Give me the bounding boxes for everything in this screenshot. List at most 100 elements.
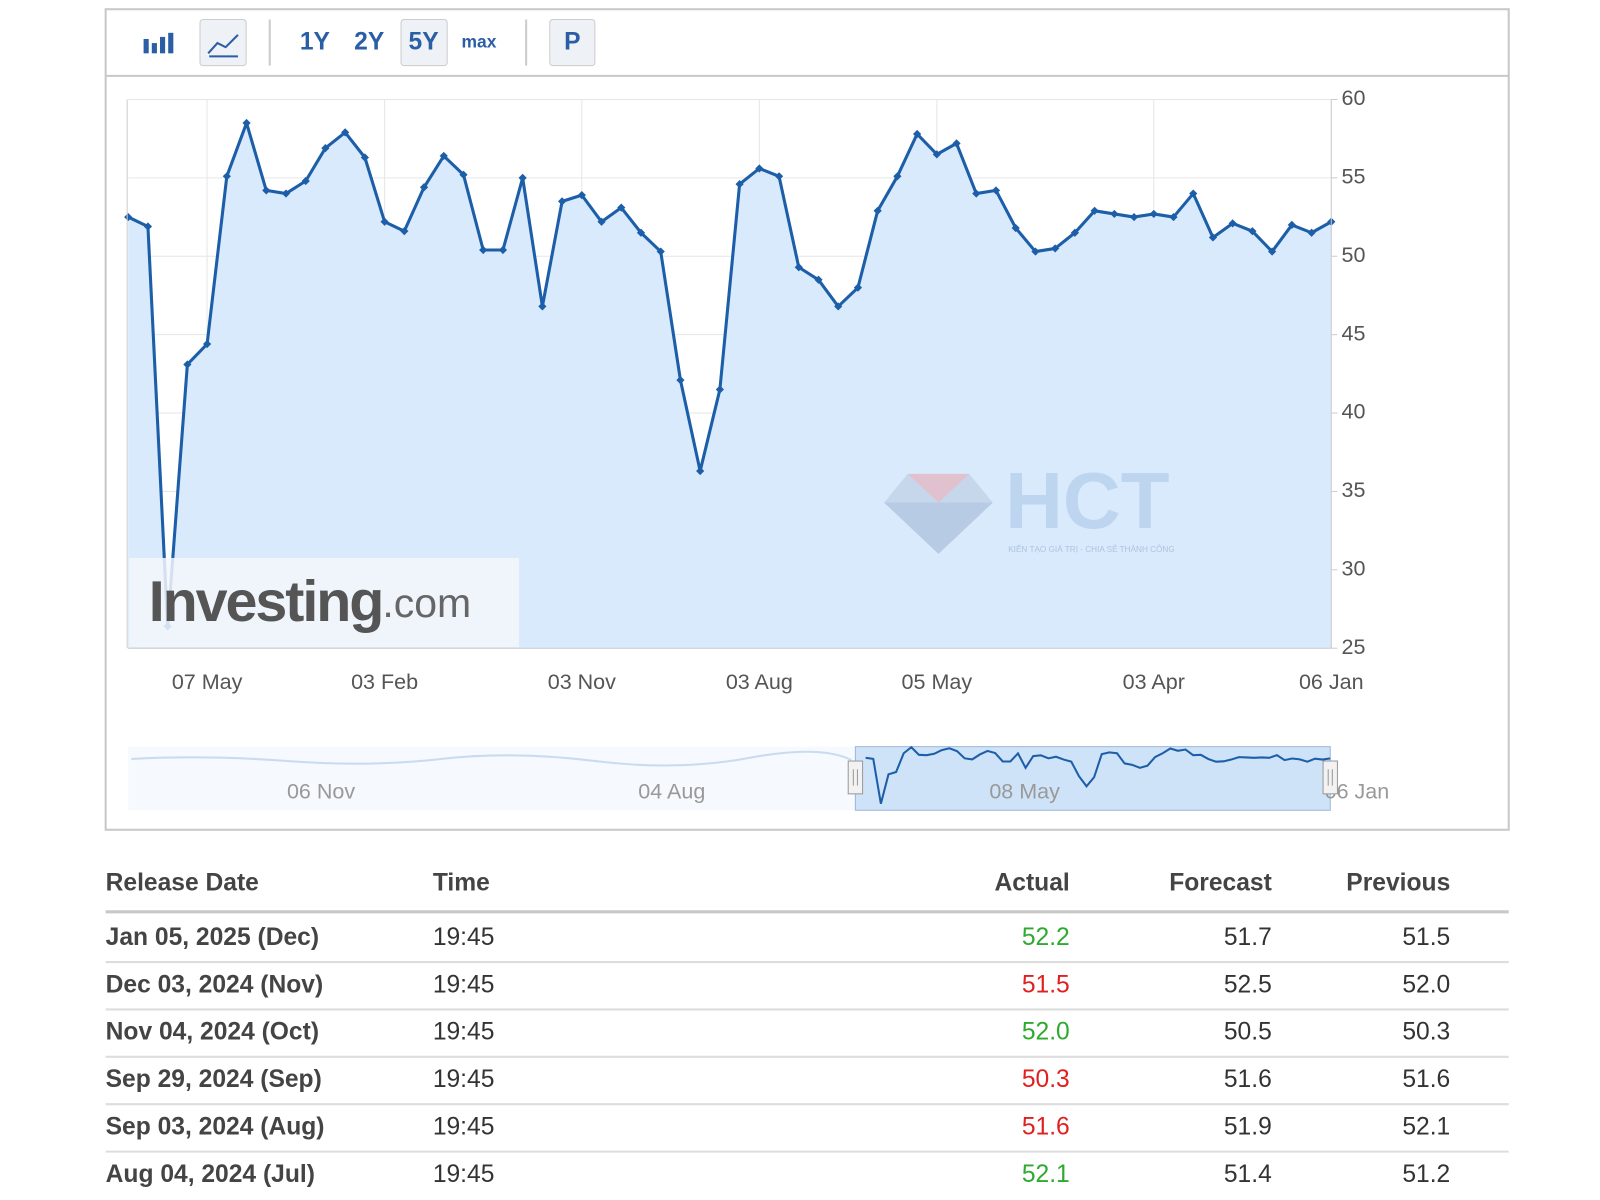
y-tick-label: 45 [1342,321,1366,345]
navigator-label: 06 Nov [287,780,355,804]
x-tick-label: 06 Jan [1299,670,1364,694]
actual: 51.6 [1022,1114,1070,1141]
release-date: Jan 05, 2025 (Dec) [106,924,319,951]
navigator-handle[interactable] [847,760,864,795]
actual: 52.2 [1022,924,1070,951]
point [262,186,271,195]
point [1287,220,1296,230]
time: 19:45 [433,1114,495,1141]
point [518,173,527,182]
y-tick-label: 55 [1342,165,1366,189]
point [1248,227,1257,236]
navigator-grip [1327,769,1333,786]
navigator: 06 Nov 04 Aug 08 May 06 Jan [128,745,1389,811]
y-tick-label: 30 [1342,557,1366,581]
time: 19:45 [433,1066,495,1093]
point [636,228,646,237]
investing-brand: Investing [149,570,383,634]
forecast: 51.6 [1224,1066,1272,1093]
y-tick-label: 25 [1342,635,1366,659]
release-date: Sep 29, 2024 (Sep) [106,1066,322,1093]
point [321,143,330,153]
navigator-line [865,745,1331,804]
point [853,283,863,292]
x-tick-label: 05 May [902,670,973,694]
navigator-handle[interactable] [1322,760,1338,795]
investing-logo: Investing.com [149,570,472,634]
point [1189,189,1198,198]
plot: 25 30 35 40 45 50 55 60 07 May 03 Feb 03 Nov 03 Aug… [124,86,1366,694]
data-table: Release Date Time Actual Forecast Previous Ja… [105,870,1509,1188]
time: 19:45 [433,1019,495,1046]
time: 19:45 [433,971,495,998]
forecast: 51.4 [1224,1161,1272,1188]
point [1208,233,1218,242]
release-date: Nov 04, 2024 (Oct) [106,1019,319,1046]
investing-suffix: .com [382,580,471,626]
point [873,206,882,215]
point [360,153,369,162]
actual: 52.1 [1022,1161,1070,1188]
point [913,129,922,139]
line-chart-button[interactable] [199,18,247,67]
point [991,186,1001,195]
x-tick-label: 07 May [172,670,243,694]
column-header: Previous [1346,870,1450,897]
point [419,183,429,192]
previous: 51.6 [1402,1066,1450,1093]
point [479,245,488,255]
range-button[interactable]: 1Y [300,29,331,56]
navigator-grip [852,769,858,786]
time: 19:45 [433,924,495,951]
point [814,275,823,284]
point [893,172,902,181]
investing-logo-bg [129,557,519,648]
column-header: Actual [995,870,1070,897]
point [1031,247,1040,256]
navigator-label: 04 Aug [638,780,705,804]
forecast: 50.5 [1224,1019,1272,1046]
column-header: Time [433,870,490,897]
forecast: 51.9 [1224,1114,1272,1141]
navigator-label: 08 May [989,780,1060,804]
y-tick-label: 60 [1342,86,1366,110]
range-button[interactable]: max [462,32,497,52]
point [341,128,350,137]
p-button-box [549,18,596,67]
active-range-box [400,18,448,67]
x-tick-label: 03 Apr [1123,670,1185,694]
release-date: Aug 04, 2024 (Jul) [106,1161,315,1188]
actual: 52.0 [1022,1019,1070,1046]
y-tick-label: 35 [1342,478,1366,502]
range-button[interactable]: 5Y [409,29,440,56]
point [498,245,508,255]
point [1149,209,1158,219]
x-tick-label: 03 Aug [726,670,793,694]
release-date: Dec 03, 2024 (Nov) [106,971,324,998]
point [1110,209,1119,219]
actual: 51.5 [1022,971,1070,998]
point [755,164,764,173]
column-header: Release Date [106,870,259,897]
navigator-history [131,750,852,767]
x-tick-label: 03 Feb [351,670,418,694]
x-tick-label: 03 Nov [548,670,616,694]
forecast: 52.5 [1224,971,1272,998]
point [380,217,389,226]
previous: 51.2 [1402,1161,1450,1188]
release-date: Sep 03, 2024 (Aug) [106,1114,325,1141]
point [439,151,448,161]
area [128,123,1332,649]
point [597,217,606,226]
point [1051,244,1060,253]
point [617,203,626,212]
p-button[interactable]: P [564,29,580,56]
point [1268,247,1277,256]
bar-chart-icon[interactable] [143,32,174,54]
range-button[interactable]: 2Y [354,29,385,56]
previous: 52.0 [1402,971,1450,998]
point [281,189,291,198]
previous: 52.1 [1402,1114,1450,1141]
y-tick-label: 40 [1342,400,1366,424]
